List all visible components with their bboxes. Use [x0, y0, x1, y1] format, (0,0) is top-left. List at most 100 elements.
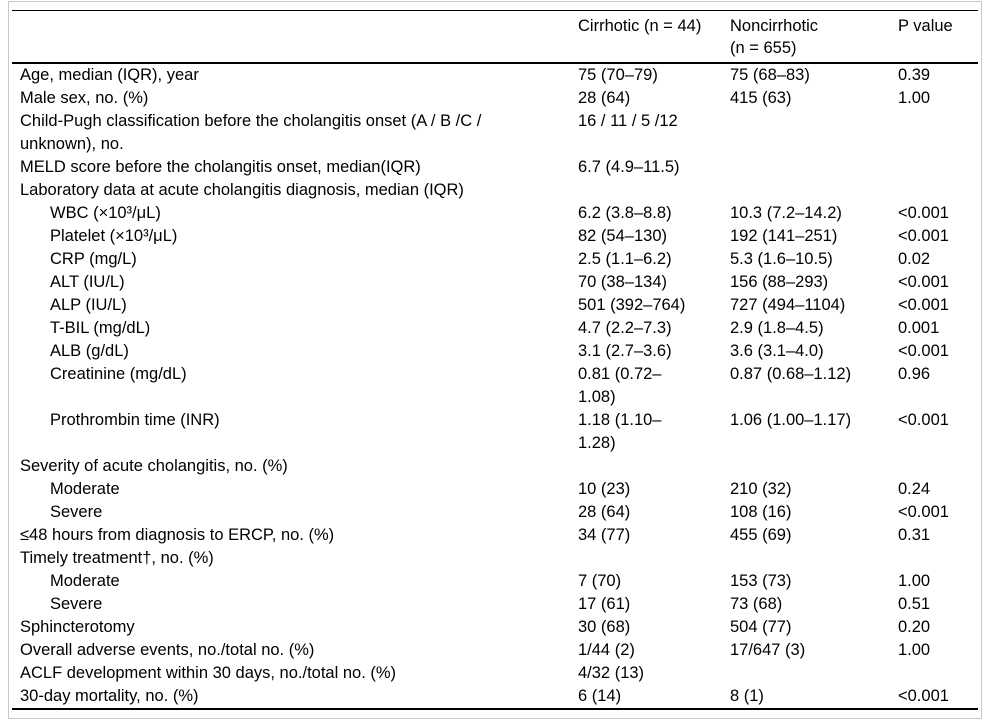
- table-row: Creatinine (mg/dL) 0.81 (0.72– 1.08) 0.87 …: [12, 363, 978, 409]
- noncirrhotic-value: [722, 110, 890, 156]
- p-value: 0.96: [898, 365, 931, 383]
- noncirrhotic-value: 2.9 (1.8–4.5): [730, 319, 824, 337]
- p-value: 0.02: [898, 250, 931, 268]
- cirrhotic-value: 1.18 (1.10– 1.28): [578, 411, 662, 452]
- cirrhotic-value: 3.1 (2.7–3.6): [578, 342, 672, 360]
- noncirrhotic-value: 73 (68): [730, 595, 783, 613]
- p-value: 0.51: [898, 595, 931, 613]
- p-value: 1.00: [898, 572, 931, 590]
- table-row: Platelet (×10³/μL) 82 (54–130) 192 (141–25…: [12, 225, 978, 248]
- table-row: Severe 28 (64) 108 (16) <0.001: [12, 501, 978, 524]
- row-label: ACLF development within 30 days, no./tot…: [20, 664, 397, 682]
- row-label: Age, median (IQR), year: [20, 66, 199, 84]
- table-row: MELD score before the cholangitis onset,…: [12, 156, 978, 179]
- cirrhotic-value: 4/32 (13): [578, 664, 645, 682]
- p-value: <0.001: [898, 411, 949, 429]
- header-row: Cirrhotic (n = 44) Noncirrhotic (n = 655…: [12, 10, 978, 64]
- cirrhotic-value: 6.2 (3.8–8.8): [578, 204, 672, 222]
- noncirrhotic-value: 10.3 (7.2–14.2): [730, 204, 842, 222]
- noncirrhotic-value: 5.3 (1.6–10.5): [730, 250, 833, 268]
- table-row: T-BIL (mg/dL) 4.7 (2.2–7.3) 2.9 (1.8–4.5) 0…: [12, 317, 978, 340]
- p-value: [890, 179, 978, 202]
- header-label-column: [12, 11, 570, 64]
- noncirrhotic-value: 210 (32): [730, 480, 792, 498]
- row-label: 30-day mortality, no. (%): [20, 687, 199, 705]
- noncirrhotic-value: [722, 662, 890, 685]
- p-value: <0.001: [898, 227, 949, 245]
- row-label: Male sex, no. (%): [20, 89, 149, 107]
- noncirrhotic-value: 156 (88–293): [730, 273, 829, 291]
- cirrhotic-value: [570, 547, 722, 570]
- p-value: <0.001: [898, 204, 949, 222]
- row-label: Platelet (×10³/μL): [50, 227, 178, 245]
- row-label: Moderate: [50, 572, 120, 590]
- row-label: Overall adverse events, no./total no. (%…: [20, 641, 315, 659]
- table-row: 30-day mortality, no. (%) 6 (14) 8 (1) <0.0…: [12, 685, 978, 709]
- cirrhotic-value: 34 (77): [578, 526, 631, 544]
- noncirrhotic-value: 0.87 (0.68–1.12): [730, 365, 852, 383]
- table-row: CRP (mg/L) 2.5 (1.1–6.2) 5.3 (1.6–10.5) 0.0…: [12, 248, 978, 271]
- cirrhotic-value: 4.7 (2.2–7.3): [578, 319, 672, 337]
- noncirrhotic-value: 8 (1): [730, 687, 764, 705]
- row-label: MELD score before the cholangitis onset,…: [20, 158, 421, 176]
- noncirrhotic-value: 108 (16): [730, 503, 792, 521]
- table-row: ACLF development within 30 days, no./tot…: [12, 662, 978, 685]
- cirrhotic-value: 10 (23): [578, 480, 631, 498]
- table-row: Laboratory data at acute cholangitis dia…: [12, 179, 978, 202]
- cirrhotic-value: 17 (61): [578, 595, 631, 613]
- row-label: ≤48 hours from diagnosis to ERCP, no. (%…: [20, 526, 335, 544]
- p-value: [890, 455, 978, 478]
- table-row: Overall adverse events, no./total no. (%…: [12, 639, 978, 662]
- table-header: Cirrhotic (n = 44) Noncirrhotic (n = 655…: [12, 10, 978, 64]
- row-label: T-BIL (mg/dL): [50, 319, 151, 337]
- noncirrhotic-value: 17/647 (3): [730, 641, 806, 659]
- noncirrhotic-value: [722, 547, 890, 570]
- p-value: 0.24: [898, 480, 931, 498]
- table-row: Prothrombin time (INR) 1.18 (1.10– 1.28) 1…: [12, 409, 978, 455]
- table-row: Moderate 10 (23) 210 (32) 0.24: [12, 478, 978, 501]
- noncirrhotic-value: 455 (69): [730, 526, 792, 544]
- cirrhotic-value: 30 (68): [578, 618, 631, 636]
- row-label: Sphincterotomy: [20, 618, 135, 636]
- noncirrhotic-value: 153 (73): [730, 572, 792, 590]
- cirrhotic-value: 7 (70): [578, 572, 622, 590]
- p-value: [890, 156, 978, 179]
- row-label: Laboratory data at acute cholangitis dia…: [20, 181, 464, 199]
- row-label: ALT (IU/L): [50, 273, 125, 291]
- cirrhotic-value: 82 (54–130): [578, 227, 667, 245]
- p-value: [890, 110, 978, 156]
- p-value: [890, 662, 978, 685]
- cirrhotic-value: 6 (14): [578, 687, 622, 705]
- cirrhotic-value: 501 (392–764): [578, 296, 686, 314]
- cirrhotic-value: 1/44 (2): [578, 641, 635, 659]
- noncirrhotic-value: 415 (63): [730, 89, 792, 107]
- cirrhotic-value: 0.81 (0.72– 1.08): [578, 365, 662, 406]
- table-row: WBC (×10³/μL) 6.2 (3.8–8.8) 10.3 (7.2–14.2…: [12, 202, 978, 225]
- p-value: 0.001: [898, 319, 940, 337]
- row-label: Moderate: [50, 480, 120, 498]
- table-body: Age, median (IQR), year 75 (70–79) 75 (68–…: [12, 63, 978, 709]
- table-row: Severity of acute cholangitis, no. (%): [12, 455, 978, 478]
- cirrhotic-value: [570, 179, 722, 202]
- noncirrhotic-value: [722, 179, 890, 202]
- table-row: ALB (g/dL) 3.1 (2.7–3.6) 3.6 (3.1–4.0) <0.0…: [12, 340, 978, 363]
- table-row: Sphincterotomy 30 (68) 504 (77) 0.20: [12, 616, 978, 639]
- table-frame: Cirrhotic (n = 44) Noncirrhotic (n = 655…: [8, 1, 982, 719]
- table-row: Severe 17 (61) 73 (68) 0.51: [12, 593, 978, 616]
- row-label: Severity of acute cholangitis, no. (%): [20, 457, 288, 475]
- p-value: 0.31: [898, 526, 931, 544]
- header-noncirrhotic-column: Noncirrhotic (n = 655): [730, 17, 819, 57]
- noncirrhotic-value: 504 (77): [730, 618, 792, 636]
- row-label: Creatinine (mg/dL): [50, 365, 187, 383]
- p-value: [890, 547, 978, 570]
- noncirrhotic-value: 1.06 (1.00–1.17): [730, 411, 852, 429]
- row-label: Child-Pugh classification before the cho…: [20, 112, 482, 153]
- cirrhotic-value: 75 (70–79): [578, 66, 658, 84]
- patient-characteristics-table: Cirrhotic (n = 44) Noncirrhotic (n = 655…: [12, 10, 978, 710]
- table-row: Moderate 7 (70) 153 (73) 1.00: [12, 570, 978, 593]
- table-row: Child-Pugh classification before the cho…: [12, 110, 978, 156]
- p-value: <0.001: [898, 273, 949, 291]
- p-value: <0.001: [898, 503, 949, 521]
- noncirrhotic-value: 3.6 (3.1–4.0): [730, 342, 824, 360]
- noncirrhotic-value: 192 (141–251): [730, 227, 838, 245]
